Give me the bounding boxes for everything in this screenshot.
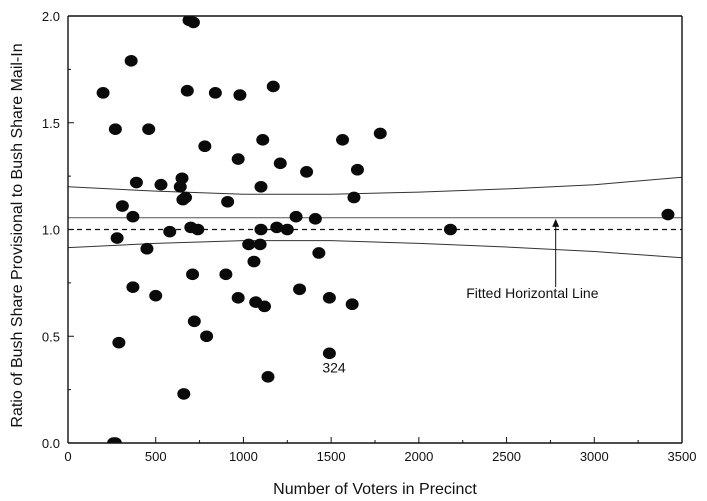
data-point <box>322 347 336 360</box>
data-point <box>198 140 212 153</box>
data-point <box>254 181 268 193</box>
data-point <box>336 134 350 146</box>
data-point <box>200 330 214 343</box>
data-point <box>177 388 191 400</box>
data-point <box>254 223 268 236</box>
data-point <box>242 238 256 251</box>
axis-labels: 0 500 1000 1500 2000 2500 3000 3500 0.0 0.5 1.0 1.5… <box>9 9 696 498</box>
data-point <box>231 292 245 304</box>
axes <box>67 15 683 444</box>
y-tick-label: 2.0 <box>42 9 60 24</box>
reference-lines <box>68 217 682 231</box>
data-point <box>261 371 275 383</box>
data-point <box>173 181 187 193</box>
data-point <box>186 16 200 29</box>
data-point <box>300 166 314 178</box>
data-point <box>154 178 168 191</box>
data-point <box>142 123 156 135</box>
data-point <box>231 153 245 165</box>
data-point <box>149 289 163 302</box>
data-point <box>347 191 361 204</box>
data-point <box>443 223 457 236</box>
data-point <box>187 315 201 328</box>
data-point <box>373 127 387 140</box>
x-tick-label: 1000 <box>229 449 258 464</box>
y-tick-label: 1.0 <box>42 223 60 238</box>
data-point <box>140 242 154 255</box>
x-tick-label: 0 <box>64 449 71 464</box>
data-point <box>126 210 140 223</box>
data-points <box>96 16 675 443</box>
data-point <box>661 208 675 221</box>
data-point <box>280 223 294 236</box>
annotations: Fitted Horizontal Line 324 <box>322 218 599 376</box>
data-point <box>163 225 177 238</box>
data-point <box>253 238 267 251</box>
data-point <box>273 157 287 170</box>
y-axis-title: Ratio of Bush Share Provisional to Bush … <box>9 43 26 427</box>
data-point <box>256 134 270 146</box>
data-point <box>221 195 235 208</box>
data-point <box>96 87 110 99</box>
x-axis-title: Number of Voters in Precinct <box>273 481 477 498</box>
annotation-label: 324 <box>322 360 346 376</box>
band-upper-line <box>67 176 683 195</box>
y-tick-label: 0.0 <box>42 436 60 451</box>
x-tick-label: 500 <box>145 449 167 464</box>
data-point <box>257 300 271 313</box>
data-point <box>312 247 326 259</box>
data-point <box>186 268 200 281</box>
data-point <box>126 281 140 293</box>
data-point <box>112 336 126 349</box>
data-point <box>176 193 190 206</box>
data-point <box>115 200 129 212</box>
x-tick-label: 2000 <box>404 449 433 464</box>
data-point <box>289 210 303 223</box>
data-point <box>308 213 322 225</box>
x-tick-label: 2500 <box>492 449 521 464</box>
data-point <box>208 87 222 99</box>
data-point <box>191 223 205 236</box>
annotation-label: Fitted Horizontal Line <box>466 285 599 301</box>
arrow-head <box>552 218 560 227</box>
data-point <box>345 298 359 311</box>
data-point <box>293 283 307 296</box>
data-point <box>180 84 194 97</box>
x-tick-label: 3500 <box>668 449 697 464</box>
data-point <box>129 176 143 189</box>
x-tick-label: 3000 <box>580 449 609 464</box>
data-point <box>350 163 364 176</box>
x-tick-label: 1500 <box>317 449 346 464</box>
data-point <box>219 268 233 281</box>
data-point <box>322 292 336 304</box>
data-point <box>108 123 122 135</box>
y-tick-label: 1.5 <box>42 116 60 131</box>
band-lower-line <box>67 240 683 259</box>
data-point <box>233 89 247 101</box>
confidence-band <box>67 176 683 259</box>
data-point <box>124 55 138 67</box>
data-point <box>270 221 284 234</box>
data-point <box>110 232 124 244</box>
data-point <box>247 255 261 268</box>
y-tick-label: 0.5 <box>42 329 60 344</box>
data-point <box>266 80 280 93</box>
